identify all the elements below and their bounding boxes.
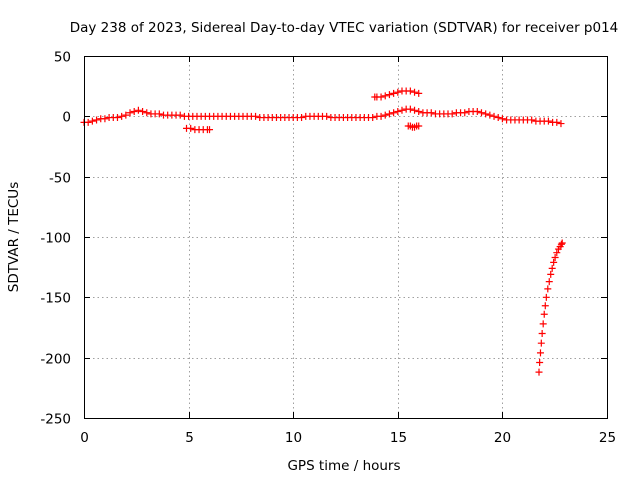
data-point	[551, 254, 559, 262]
data-point	[394, 88, 402, 96]
data-point	[544, 285, 552, 293]
data-point	[537, 339, 545, 347]
data-point	[126, 109, 134, 117]
data-point	[381, 111, 389, 119]
data-point	[84, 118, 92, 126]
data-point	[134, 106, 142, 114]
y-tick-label: -200	[40, 352, 71, 368]
x-tick-label: 5	[185, 430, 194, 446]
x-tick-labels: 0 5 10 15 20 25	[80, 430, 616, 446]
data-point	[415, 89, 423, 97]
y-tick-label: -250	[40, 412, 71, 428]
data-point	[547, 270, 555, 278]
data-point	[473, 108, 481, 116]
data-point	[490, 112, 498, 120]
y-axis-label: SDTVAR / TECUs	[6, 182, 22, 292]
data-point	[538, 330, 546, 338]
data-point	[369, 114, 377, 122]
data-point	[139, 108, 147, 116]
data-point	[545, 278, 553, 286]
data-point	[385, 110, 393, 118]
data-point	[398, 106, 406, 114]
y-tick-label: -100	[40, 231, 71, 247]
data-point	[252, 112, 260, 120]
data-point	[536, 358, 544, 366]
data-point	[390, 109, 398, 117]
data-point	[377, 93, 385, 101]
data-point	[553, 249, 561, 257]
data-point	[553, 118, 561, 126]
data-point	[550, 258, 558, 266]
data-point	[143, 109, 151, 117]
data-point	[381, 92, 389, 100]
data-point	[93, 116, 101, 124]
data-point	[461, 109, 469, 117]
data-point	[427, 109, 435, 117]
data-point	[528, 116, 536, 124]
data-point	[536, 349, 544, 357]
data-point	[415, 108, 423, 116]
data-point	[557, 120, 565, 128]
x-tick-label: 15	[390, 430, 407, 446]
data-point	[477, 109, 485, 117]
data-point	[113, 114, 121, 122]
data-point	[494, 114, 502, 122]
y-tick-label: 50	[54, 50, 71, 66]
data-point	[558, 239, 566, 247]
data-point	[206, 126, 214, 134]
y-tick-label: -150	[40, 291, 71, 307]
data-point	[176, 111, 184, 119]
data-point	[101, 115, 109, 123]
data-point	[415, 122, 423, 130]
data-point	[323, 112, 331, 120]
data-point	[542, 293, 550, 301]
plot-frame	[84, 56, 608, 419]
data-point	[377, 112, 385, 120]
data-point	[540, 310, 548, 318]
data-point	[406, 87, 414, 95]
data-point	[539, 320, 547, 328]
data-point	[482, 110, 490, 118]
y-tick-label: 0	[62, 110, 71, 126]
data-point	[187, 124, 195, 132]
y-tick-label: -50	[49, 171, 71, 187]
x-tick-label: 20	[494, 430, 511, 446]
x-tick-label: 0	[80, 430, 89, 446]
data-point	[385, 91, 393, 99]
data-point	[118, 112, 126, 120]
data-point	[406, 105, 414, 113]
data-point	[394, 108, 402, 116]
chart-title: Day 238 of 2023, Sidereal Day-to-day VTE…	[70, 20, 619, 36]
data-point	[448, 110, 456, 118]
x-axis-label: GPS time / hours	[287, 458, 400, 474]
data-points	[80, 87, 566, 376]
data-point	[298, 114, 306, 122]
x-tick-label: 10	[285, 430, 302, 446]
data-point	[411, 88, 419, 96]
data-point	[390, 89, 398, 97]
data-point	[535, 368, 543, 376]
data-point	[544, 117, 552, 125]
y-tick-labels: 50 0 -50 -100 -150 -200 -250	[40, 50, 71, 428]
data-point	[498, 115, 506, 123]
data-point	[122, 111, 130, 119]
data-point	[486, 111, 494, 119]
data-point	[88, 117, 96, 125]
data-point	[411, 106, 419, 114]
data-point	[155, 110, 163, 118]
data-point	[541, 302, 549, 310]
gridlines	[84, 56, 607, 418]
data-point	[548, 264, 556, 272]
data-point	[130, 108, 138, 116]
x-tick-label: 25	[599, 430, 616, 446]
data-point	[557, 240, 565, 248]
